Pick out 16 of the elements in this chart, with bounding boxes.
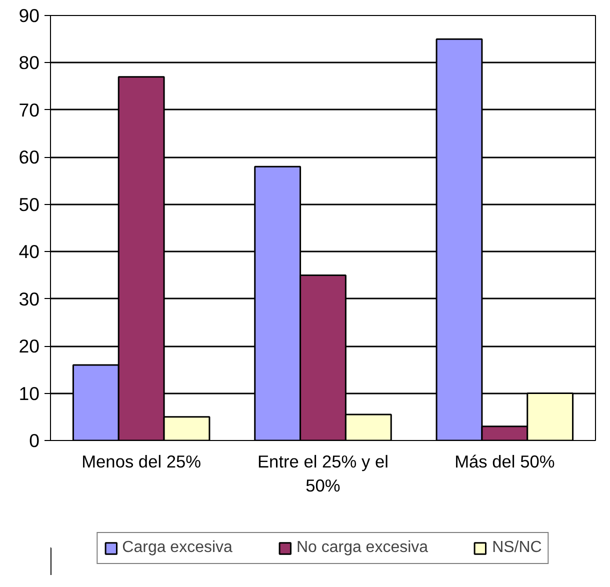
y-tick-label: 30 (18, 288, 40, 310)
y-tick-label: 10 (18, 382, 40, 404)
legend-label: No carga excesiva (296, 538, 428, 556)
x-tick-label: Entre el 25% y el 50% (258, 452, 389, 496)
y-tick-label: 90 (18, 5, 40, 26)
y-tick-label: 50 (18, 194, 40, 215)
x-tick-label: Menos del 25% (82, 452, 202, 472)
x-tick-label: Más del 50% (454, 452, 555, 472)
y-tick-label: 20 (18, 336, 40, 357)
legend-label: Carga excesiva (122, 538, 232, 556)
y-tick-label: 80 (18, 52, 40, 74)
y-tick-label: 0 (29, 430, 40, 451)
legend-label: NS/NC (492, 538, 542, 556)
y-tick-label: 60 (18, 146, 40, 168)
y-tick-label: 70 (18, 99, 40, 120)
y-tick-label: 40 (18, 241, 40, 262)
